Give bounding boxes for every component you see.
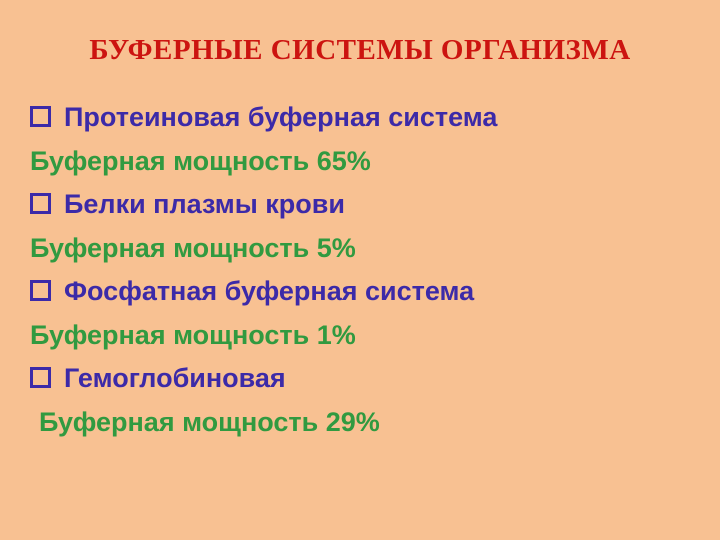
list-item: Гемоглобиновая	[30, 357, 710, 401]
list-item: Протеиновая буферная система	[30, 96, 710, 140]
slide-title: БУФЕРНЫЕ СИСТЕМЫ ОРГАНИЗМА	[89, 34, 631, 66]
hollow-square-bullet-icon	[30, 106, 51, 127]
hollow-square-bullet-icon	[30, 280, 51, 301]
item-text: Протеиновая буферная система	[64, 102, 498, 132]
item-text: Фосфатная буферная система	[64, 276, 475, 306]
item-text: Белки плазмы крови	[64, 189, 345, 219]
slide-body: Протеиновая буферная система Буферная мо…	[30, 96, 710, 444]
capacity-text: Буферная мощность 1%	[30, 319, 356, 350]
item-text: Гемоглобиновая	[64, 363, 286, 393]
capacity-text: Буферная мощность 65%	[30, 145, 371, 176]
capacity-text: Буферная мощность 5%	[30, 232, 356, 263]
list-item: Белки плазмы крови	[30, 183, 710, 227]
hollow-square-bullet-icon	[30, 367, 51, 388]
list-item: Фосфатная буферная система	[30, 270, 710, 314]
capacity-text: Буферная мощность 29%	[39, 406, 380, 437]
hollow-square-bullet-icon	[30, 193, 51, 214]
